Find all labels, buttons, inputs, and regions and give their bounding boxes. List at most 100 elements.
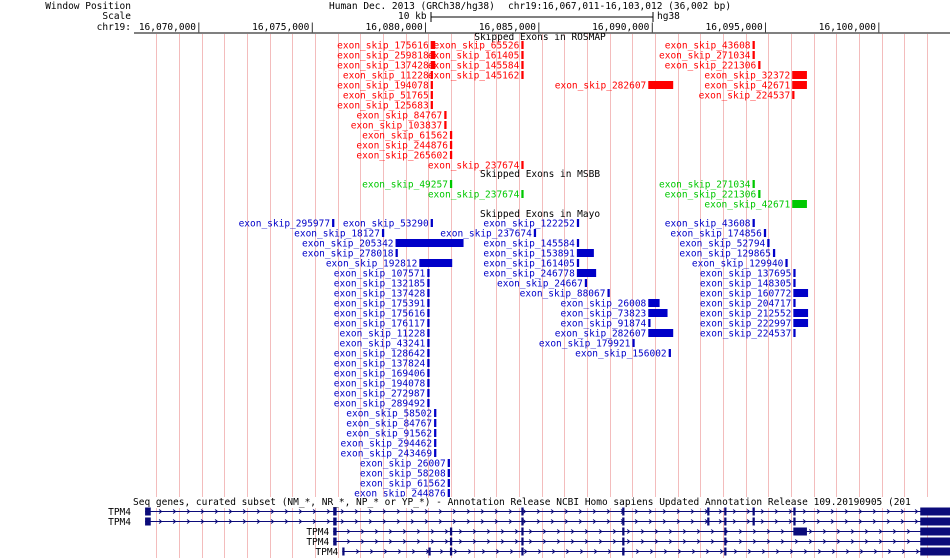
transcript-label[interactable]: TPM4 xyxy=(315,547,338,558)
transcript-exon[interactable] xyxy=(449,537,453,546)
exon-skip-label[interactable]: exon_skip_52794 xyxy=(679,239,765,250)
transcript-exon[interactable] xyxy=(333,517,337,526)
exon-skip-label[interactable]: exon_skip_204717 xyxy=(700,299,792,310)
exon-skip-label[interactable]: exon_skip_73823 xyxy=(560,309,646,320)
transcript-label[interactable]: TPM4 xyxy=(306,527,329,538)
exon-skip-label[interactable]: exon_skip_259818 xyxy=(337,51,429,62)
exon-skip-label[interactable]: exon_skip_129865 xyxy=(679,249,771,260)
exon-skip-label[interactable]: exon_skip_194078 xyxy=(337,81,429,92)
exon-skip-label[interactable]: exon_skip_265602 xyxy=(356,151,448,162)
exon-skip-label[interactable]: exon_skip_271034 xyxy=(659,51,751,62)
exon-skip-label[interactable]: exon_skip_91874 xyxy=(560,319,646,330)
exon-skip-label[interactable]: exon_skip_43608 xyxy=(665,41,751,52)
exon-skip-feature[interactable] xyxy=(427,299,430,307)
exon-skip-feature[interactable] xyxy=(434,409,437,417)
exon-skip-label[interactable]: exon_skip_244876 xyxy=(356,141,448,152)
exon-skip-label[interactable]: exon_skip_161405 xyxy=(428,51,520,62)
transcript-exon[interactable] xyxy=(521,527,524,536)
exon-skip-feature[interactable] xyxy=(434,439,437,447)
exon-skip-label[interactable]: exon_skip_26007 xyxy=(360,459,446,470)
exon-skip-feature[interactable] xyxy=(648,309,668,317)
exon-skip-label[interactable]: exon_skip_294462 xyxy=(341,439,433,450)
exon-skip-label[interactable]: exon_skip_42671 xyxy=(704,81,790,92)
exon-skip-label[interactable]: exon_skip_132185 xyxy=(334,279,426,290)
exon-skip-feature[interactable] xyxy=(763,229,767,237)
exon-skip-label[interactable]: exon_skip_137428 xyxy=(337,61,429,72)
transcript-exon[interactable] xyxy=(920,537,950,546)
exon-skip-label[interactable]: exon_skip_128642 xyxy=(334,349,426,360)
exon-skip-label[interactable]: exon_skip_137824 xyxy=(334,359,426,370)
exon-skip-label[interactable]: exon_skip_84767 xyxy=(346,419,432,430)
exon-skip-feature[interactable] xyxy=(444,121,447,129)
transcript-label[interactable]: TPM4 xyxy=(306,537,329,548)
exon-skip-feature[interactable] xyxy=(447,479,450,487)
exon-skip-feature[interactable] xyxy=(430,219,433,227)
exon-skip-feature[interactable] xyxy=(521,61,524,69)
exon-skip-label[interactable]: exon_skip_153891 xyxy=(483,249,575,260)
exon-skip-label[interactable]: exon_skip_282607 xyxy=(555,81,647,92)
transcript-exon[interactable] xyxy=(333,507,337,516)
exon-skip-label[interactable]: exon_skip_295977 xyxy=(239,219,331,230)
exon-skip-label[interactable]: exon_skip_148305 xyxy=(700,279,792,290)
transcript-exon[interactable] xyxy=(333,527,337,536)
transcript-exon[interactable] xyxy=(449,527,453,536)
transcript-exon[interactable] xyxy=(752,507,755,516)
exon-skip-label[interactable]: exon_skip_84767 xyxy=(356,111,442,122)
exon-skip-label[interactable]: exon_skip_179921 xyxy=(539,339,631,350)
exon-skip-label[interactable]: exon_skip_11228 xyxy=(343,71,429,82)
exon-skip-label[interactable]: exon_skip_237674 xyxy=(440,229,532,240)
exon-skip-label[interactable]: exon_skip_107571 xyxy=(334,269,426,280)
exon-skip-label[interactable]: exon_skip_289492 xyxy=(334,399,426,410)
exon-skip-feature[interactable] xyxy=(648,319,651,327)
transcript-exon[interactable] xyxy=(793,517,796,526)
transcript-exon[interactable] xyxy=(724,527,727,536)
transcript-exon[interactable] xyxy=(793,507,796,516)
exon-skip-feature[interactable] xyxy=(427,369,430,377)
exon-skip-feature[interactable] xyxy=(792,200,807,208)
exon-skip-label[interactable]: exon_skip_237674 xyxy=(428,190,520,201)
transcript-exon[interactable] xyxy=(920,507,950,516)
exon-skip-feature[interactable] xyxy=(434,449,437,457)
transcript-exon[interactable] xyxy=(622,507,625,516)
exon-skip-feature[interactable] xyxy=(521,51,524,59)
exon-skip-feature[interactable] xyxy=(430,71,433,79)
transcript-exon[interactable] xyxy=(707,517,710,526)
transcript-exon[interactable] xyxy=(724,517,727,526)
exon-skip-feature[interactable] xyxy=(576,239,580,247)
exon-skip-label[interactable]: exon_skip_145584 xyxy=(483,239,575,250)
exon-skip-feature[interactable] xyxy=(434,419,437,427)
exon-skip-feature[interactable] xyxy=(584,279,588,287)
transcript-exon[interactable] xyxy=(333,537,337,546)
exon-skip-label[interactable]: exon_skip_43241 xyxy=(339,339,425,350)
exon-skip-feature[interactable] xyxy=(752,41,755,49)
exon-skip-feature[interactable] xyxy=(427,319,430,327)
exon-skip-feature[interactable] xyxy=(381,229,385,237)
transcript-exon[interactable] xyxy=(521,517,524,526)
exon-skip-label[interactable]: exon_skip_160772 xyxy=(700,289,792,300)
exon-skip-feature[interactable] xyxy=(752,219,755,227)
exon-skip-feature[interactable] xyxy=(427,279,430,287)
exon-skip-label[interactable]: exon_skip_137695 xyxy=(700,269,792,280)
transcript-exon[interactable] xyxy=(521,507,524,516)
exon-skip-label[interactable]: exon_skip_125683 xyxy=(337,101,429,112)
exon-skip-label[interactable]: exon_skip_145162 xyxy=(428,71,520,82)
exon-skip-label[interactable]: exon_skip_53290 xyxy=(343,219,429,230)
exon-skip-label[interactable]: exon_skip_221306 xyxy=(665,61,757,72)
transcript-exon[interactable] xyxy=(920,547,950,556)
exon-skip-feature[interactable] xyxy=(521,161,524,169)
exon-skip-label[interactable]: exon_skip_194078 xyxy=(334,379,426,390)
exon-skip-feature[interactable] xyxy=(632,339,635,347)
exon-skip-feature[interactable] xyxy=(758,61,761,69)
exon-skip-feature[interactable] xyxy=(521,41,524,49)
exon-skip-feature[interactable] xyxy=(576,219,580,227)
transcript-exon[interactable] xyxy=(622,537,625,546)
exon-skip-feature[interactable] xyxy=(648,81,674,89)
exon-skip-feature[interactable] xyxy=(648,299,660,307)
exon-skip-label[interactable]: exon_skip_137428 xyxy=(334,289,426,300)
exon-skip-label[interactable]: exon_skip_244876 xyxy=(354,489,446,500)
exon-skip-label[interactable]: exon_skip_145584 xyxy=(428,61,520,72)
exon-skip-label[interactable]: exon_skip_176117 xyxy=(334,319,426,330)
exon-skip-feature[interactable] xyxy=(793,329,796,337)
exon-skip-label[interactable]: exon_skip_221306 xyxy=(665,190,757,201)
exon-skip-feature[interactable] xyxy=(793,269,796,277)
